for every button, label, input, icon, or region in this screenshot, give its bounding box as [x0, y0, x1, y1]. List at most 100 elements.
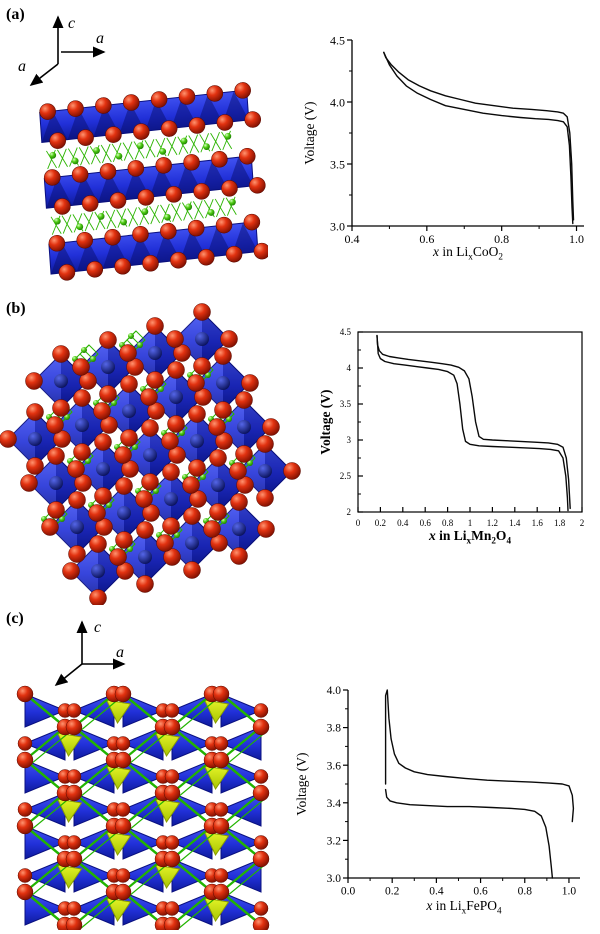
- octahedron-facet: [129, 384, 156, 438]
- octahedron-facet: [176, 370, 203, 424]
- lithium-atom: [163, 213, 171, 221]
- oxygen-atom: [26, 403, 44, 421]
- lithium-bond-line: [106, 209, 116, 229]
- xlabel-segment: Mn: [471, 528, 492, 543]
- manganese-atom: [101, 360, 115, 374]
- c-axis-label: c: [94, 619, 101, 636]
- octahedron-facet: [71, 544, 98, 598]
- oxygen-atom: [215, 216, 233, 234]
- x-tick-label: 1.2: [487, 518, 498, 528]
- octahedron-facet: [196, 356, 223, 410]
- phosphate-tetrahedron: [56, 798, 83, 823]
- octahedron-facet: [124, 486, 151, 540]
- octahedron-facet: [150, 428, 177, 482]
- lithium-bond-line: [161, 203, 170, 224]
- oxygen-atom: [17, 736, 33, 751]
- oxygen-atom: [140, 388, 158, 406]
- oxygen-atom: [115, 531, 133, 549]
- xlabel-subscript: x: [468, 251, 473, 262]
- lithium-bond-zigzag: [128, 697, 170, 930]
- oxygen-atom: [212, 751, 230, 769]
- voltage-curve-discharge: [376, 334, 569, 512]
- phosphate-tetrahedron: [203, 831, 230, 856]
- oxygen-atom: [253, 835, 269, 850]
- xlabel-subscript: 2: [498, 251, 503, 262]
- manganese-atom: [143, 448, 157, 462]
- oxygen-atom: [47, 447, 65, 465]
- manganese-atom: [49, 476, 63, 490]
- oxygen-atom: [213, 802, 229, 817]
- oxygen-atom: [67, 100, 84, 117]
- oxygen-atom: [236, 476, 254, 494]
- oxygen-atom: [77, 129, 94, 146]
- oxygen-atom: [183, 507, 201, 525]
- lithium-bond-line: [101, 143, 111, 164]
- lithium-bond-zigzag: [23, 693, 67, 926]
- oxygen-atom: [193, 303, 211, 321]
- y-tick-label: 4.5: [330, 33, 345, 47]
- oxygen-atom: [249, 177, 266, 194]
- oxygen-atom: [39, 103, 56, 120]
- oxygen-atom: [114, 446, 132, 464]
- a-axis-label: a: [116, 644, 124, 661]
- oxygen-atom: [26, 457, 44, 475]
- oxygen-atom: [160, 222, 177, 240]
- phosphate-tetrahedron: [105, 831, 132, 856]
- x-tick-label: 1.6: [532, 518, 544, 528]
- oxygen-atom: [65, 850, 83, 868]
- xlabel-x-italic: x: [428, 528, 436, 543]
- lithium-bond-line: [128, 207, 138, 227]
- x-tick-label: 0.8: [442, 518, 454, 528]
- oxygen-atom: [115, 802, 131, 817]
- octahedron-facet: [227, 157, 254, 189]
- oxygen-atom: [234, 82, 251, 99]
- octahedron-facet: [155, 326, 182, 380]
- voltage-chart-lifepo4: 0.0 0.2 0.4 0.6 0.8 1.0 3.0 3.2 3.4 3.6 3.8 4.0: [327, 685, 580, 898]
- x-tick-label: 0.4: [429, 886, 444, 898]
- lithium-bond-zigzag: [72, 693, 116, 926]
- oxygen-atom: [46, 416, 64, 434]
- x-tick-label: 0.8: [518, 886, 533, 898]
- octahedron-facet: [76, 442, 103, 496]
- oxygen-atom: [256, 435, 274, 453]
- lithium-bond-line: [69, 147, 78, 167]
- manganese-atom: [28, 432, 42, 446]
- oxygen-atom: [213, 736, 229, 751]
- y-tick-label: 3.8: [327, 723, 342, 735]
- oxygen-atom: [183, 154, 200, 171]
- oxygen-atom: [114, 685, 132, 703]
- oxygen-atom: [235, 391, 253, 409]
- voltage-chart-licoo2: 0.4 0.6 0.8 1.0 3.0 3.5 4.0 4.5: [330, 33, 584, 246]
- octahedron-facet: [197, 94, 223, 126]
- y-tick-label: 3.5: [340, 399, 352, 409]
- octahedron-facet: [222, 91, 249, 123]
- octahedron-facet: [55, 398, 82, 452]
- lithium-atom: [141, 208, 149, 216]
- crystal-structure-olivine-lifepo4: [16, 685, 270, 930]
- oxygen-atom: [115, 736, 131, 751]
- lithium-atom: [136, 142, 144, 150]
- x-tick-label: 1.0: [562, 886, 577, 898]
- oxygen-atom: [160, 120, 178, 137]
- x-tick-label: 0: [356, 518, 361, 528]
- oxygen-atom: [86, 261, 104, 278]
- octahedron-facet: [165, 516, 192, 570]
- x-tick-label: 0.6: [473, 886, 488, 898]
- octahedron-facet: [81, 340, 108, 394]
- manganese-atom: [195, 332, 209, 346]
- oxygen-atom: [141, 419, 159, 437]
- octahedron-facet: [232, 223, 258, 255]
- oxygen-atom: [262, 418, 280, 436]
- oxygen-atom: [99, 163, 117, 180]
- x-tick-label: 0.2: [385, 886, 400, 898]
- lithium-bond-zigzag: [121, 693, 165, 926]
- oxygen-atom: [109, 548, 127, 566]
- lithium-atom: [97, 212, 105, 220]
- octahedron-facet: [102, 384, 129, 438]
- oxygen-atom: [114, 817, 132, 835]
- manganese-atom: [117, 506, 131, 520]
- octahedron-facet: [217, 400, 244, 454]
- lithium-bond-line: [194, 200, 203, 220]
- octahedron-facet: [50, 500, 77, 554]
- oxygen-atom: [182, 476, 200, 494]
